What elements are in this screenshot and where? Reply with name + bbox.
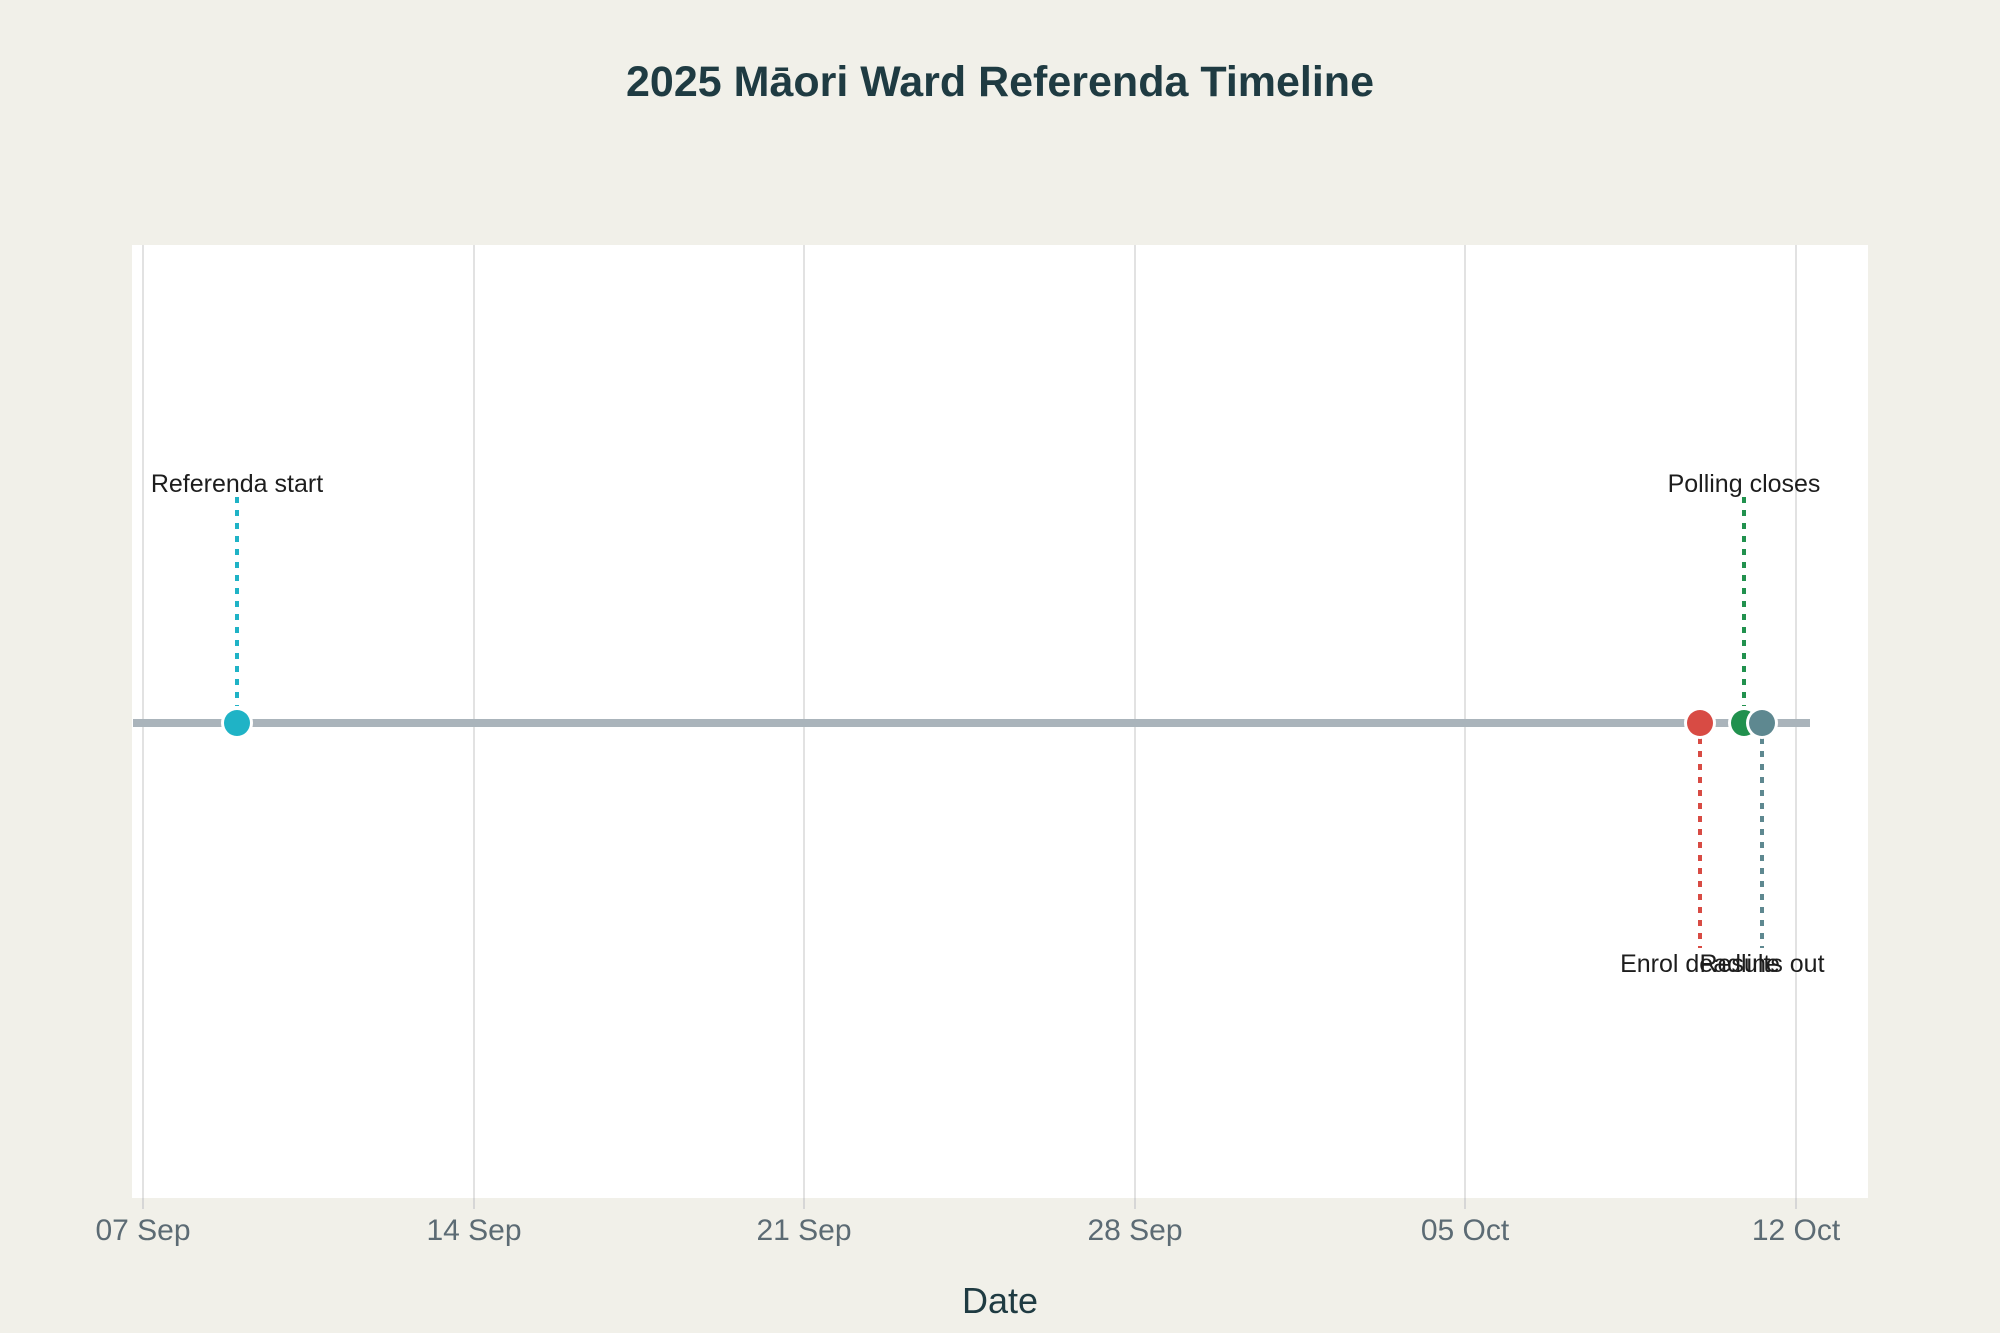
event-marker-referenda-start[interactable]: [224, 710, 250, 736]
tickmark-14-sep: [473, 1198, 475, 1209]
event-connector-enrol-deadline: [1698, 738, 1702, 948]
chart-title: 2025 Māori Ward Referenda Timeline: [626, 58, 1374, 106]
event-label-enrol-deadline: Enrol deadline: [1620, 950, 1780, 978]
tickmark-07-sep: [142, 1198, 144, 1209]
x-tick-label-07-sep: 07 Sep: [95, 1214, 191, 1247]
event-label-results-out: Results out: [1699, 950, 1825, 978]
x-tick-label-21-sep: 21 Sep: [756, 1214, 852, 1247]
event-marker-results-out[interactable]: [1749, 710, 1775, 736]
event-marker-enrol-deadline[interactable]: [1687, 710, 1713, 736]
x-tick-label-14-sep: 14 Sep: [426, 1214, 522, 1247]
event-label-referenda-start: Referenda start: [150, 470, 324, 498]
tickmark-12-oct: [1795, 1198, 1797, 1209]
plot-area: Referenda start Enrol deadline Polling c…: [132, 245, 1868, 1209]
tickmark-28-sep: [1134, 1198, 1136, 1209]
timeline-baseline: [133, 719, 1810, 727]
x-tick-label-12-oct: 12 Oct: [1751, 1214, 1841, 1247]
tickmark-05-oct: [1464, 1198, 1466, 1209]
x-tick-label-28-sep: 28 Sep: [1087, 1214, 1183, 1247]
x-axis-title: Date: [961, 1280, 1039, 1321]
event-label-polling-closes: Polling closes: [1667, 470, 1821, 498]
event-connector-referenda-start: [235, 497, 239, 706]
event-connector-polling-closes: [1742, 497, 1746, 706]
tickmark-21-sep: [803, 1198, 805, 1209]
x-tick-label-05-oct: 05 Oct: [1420, 1214, 1510, 1247]
event-connector-results-out: [1760, 738, 1764, 948]
